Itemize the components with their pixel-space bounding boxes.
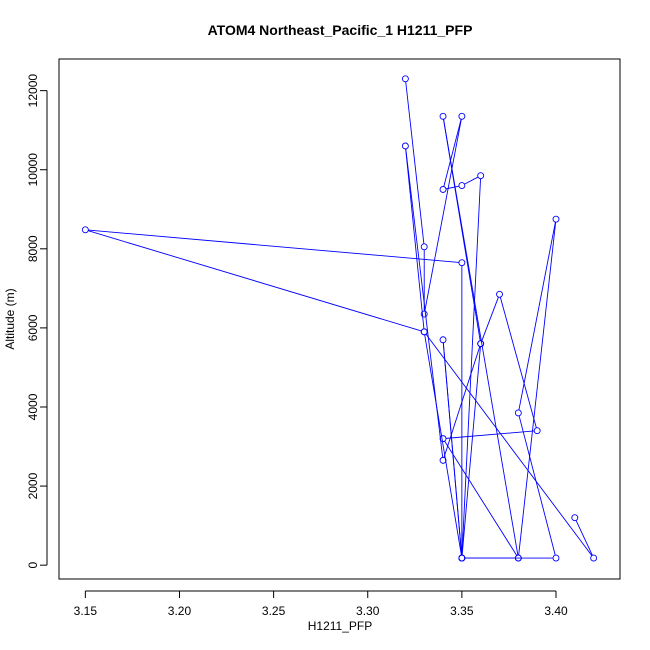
x-tick-label: 3.35 [450,604,474,618]
y-axis: 0 2000 4000 6000 8000 10000 12000 [26,74,48,569]
series-line-segment [461,178,481,556]
data-point [439,186,447,193]
data-point [552,554,560,562]
x-tick-label: 3.20 [168,604,192,618]
y-tick-label: 2000 [26,472,40,499]
series-line-segment [464,176,479,185]
y-tick-label: 6000 [26,314,40,341]
series-line-segment [424,119,462,312]
y-tick-label: 4000 [26,393,40,420]
data-point [81,226,89,234]
series-line-segment [405,148,425,329]
data-point [420,243,428,251]
data-point [477,340,485,348]
series-line-segment [443,119,481,341]
series-line-segment [575,520,593,556]
chart-title: ATOM4 Northeast_Pacific_1 H1211_PFP [208,22,473,38]
y-axis-label: Altitude (m) [3,288,17,349]
series-line-segment [445,185,460,190]
data-point [514,409,522,417]
series-line-segment [499,297,537,428]
data-point [458,182,466,189]
series-line-segment [425,333,593,556]
y-tick-label: 0 [26,562,40,569]
x-tick-label: 3.40 [544,604,568,618]
data-point [439,336,447,344]
series-line-segment [444,440,518,556]
series-line-segment [443,119,462,187]
x-tick-label: 3.30 [356,604,380,618]
series-layer [81,75,598,562]
data-point [439,456,447,464]
x-axis-label: H1211_PFP [308,619,372,633]
series-line-segment [424,334,462,556]
series-line-segment [518,222,557,556]
x-axis: 3.15 3.20 3.25 3.30 3.35 3.40 [74,590,568,618]
data-point [439,435,447,443]
series-line-segment [405,81,425,244]
data-point [477,172,485,180]
y-tick-label: 8000 [26,235,40,262]
data-point [420,310,428,318]
series-line-segment [518,415,556,556]
data-point [571,514,579,522]
data-point [533,427,541,435]
x-tick-label: 3.25 [262,604,286,618]
series-line-segment [518,222,556,411]
data-point [401,75,409,83]
data-point [401,142,409,150]
series-line-segment [481,296,499,342]
data-point [458,112,466,120]
series-line-segment [88,229,459,263]
x-tick-label: 3.15 [74,604,98,618]
data-point [458,259,466,267]
data-point [420,328,428,336]
series-line-segment [445,430,535,439]
data-point [552,215,560,223]
y-tick-label: 10000 [26,153,40,187]
series-line-segment [88,230,422,332]
data-point [439,112,447,120]
y-tick-label: 12000 [26,74,40,108]
data-point [496,290,503,298]
plot-area-frame [58,58,621,580]
series-line-segment [442,342,463,556]
data-point [590,554,598,562]
series-line-segment [461,346,481,556]
data-point [458,554,466,562]
data-point [514,554,522,562]
